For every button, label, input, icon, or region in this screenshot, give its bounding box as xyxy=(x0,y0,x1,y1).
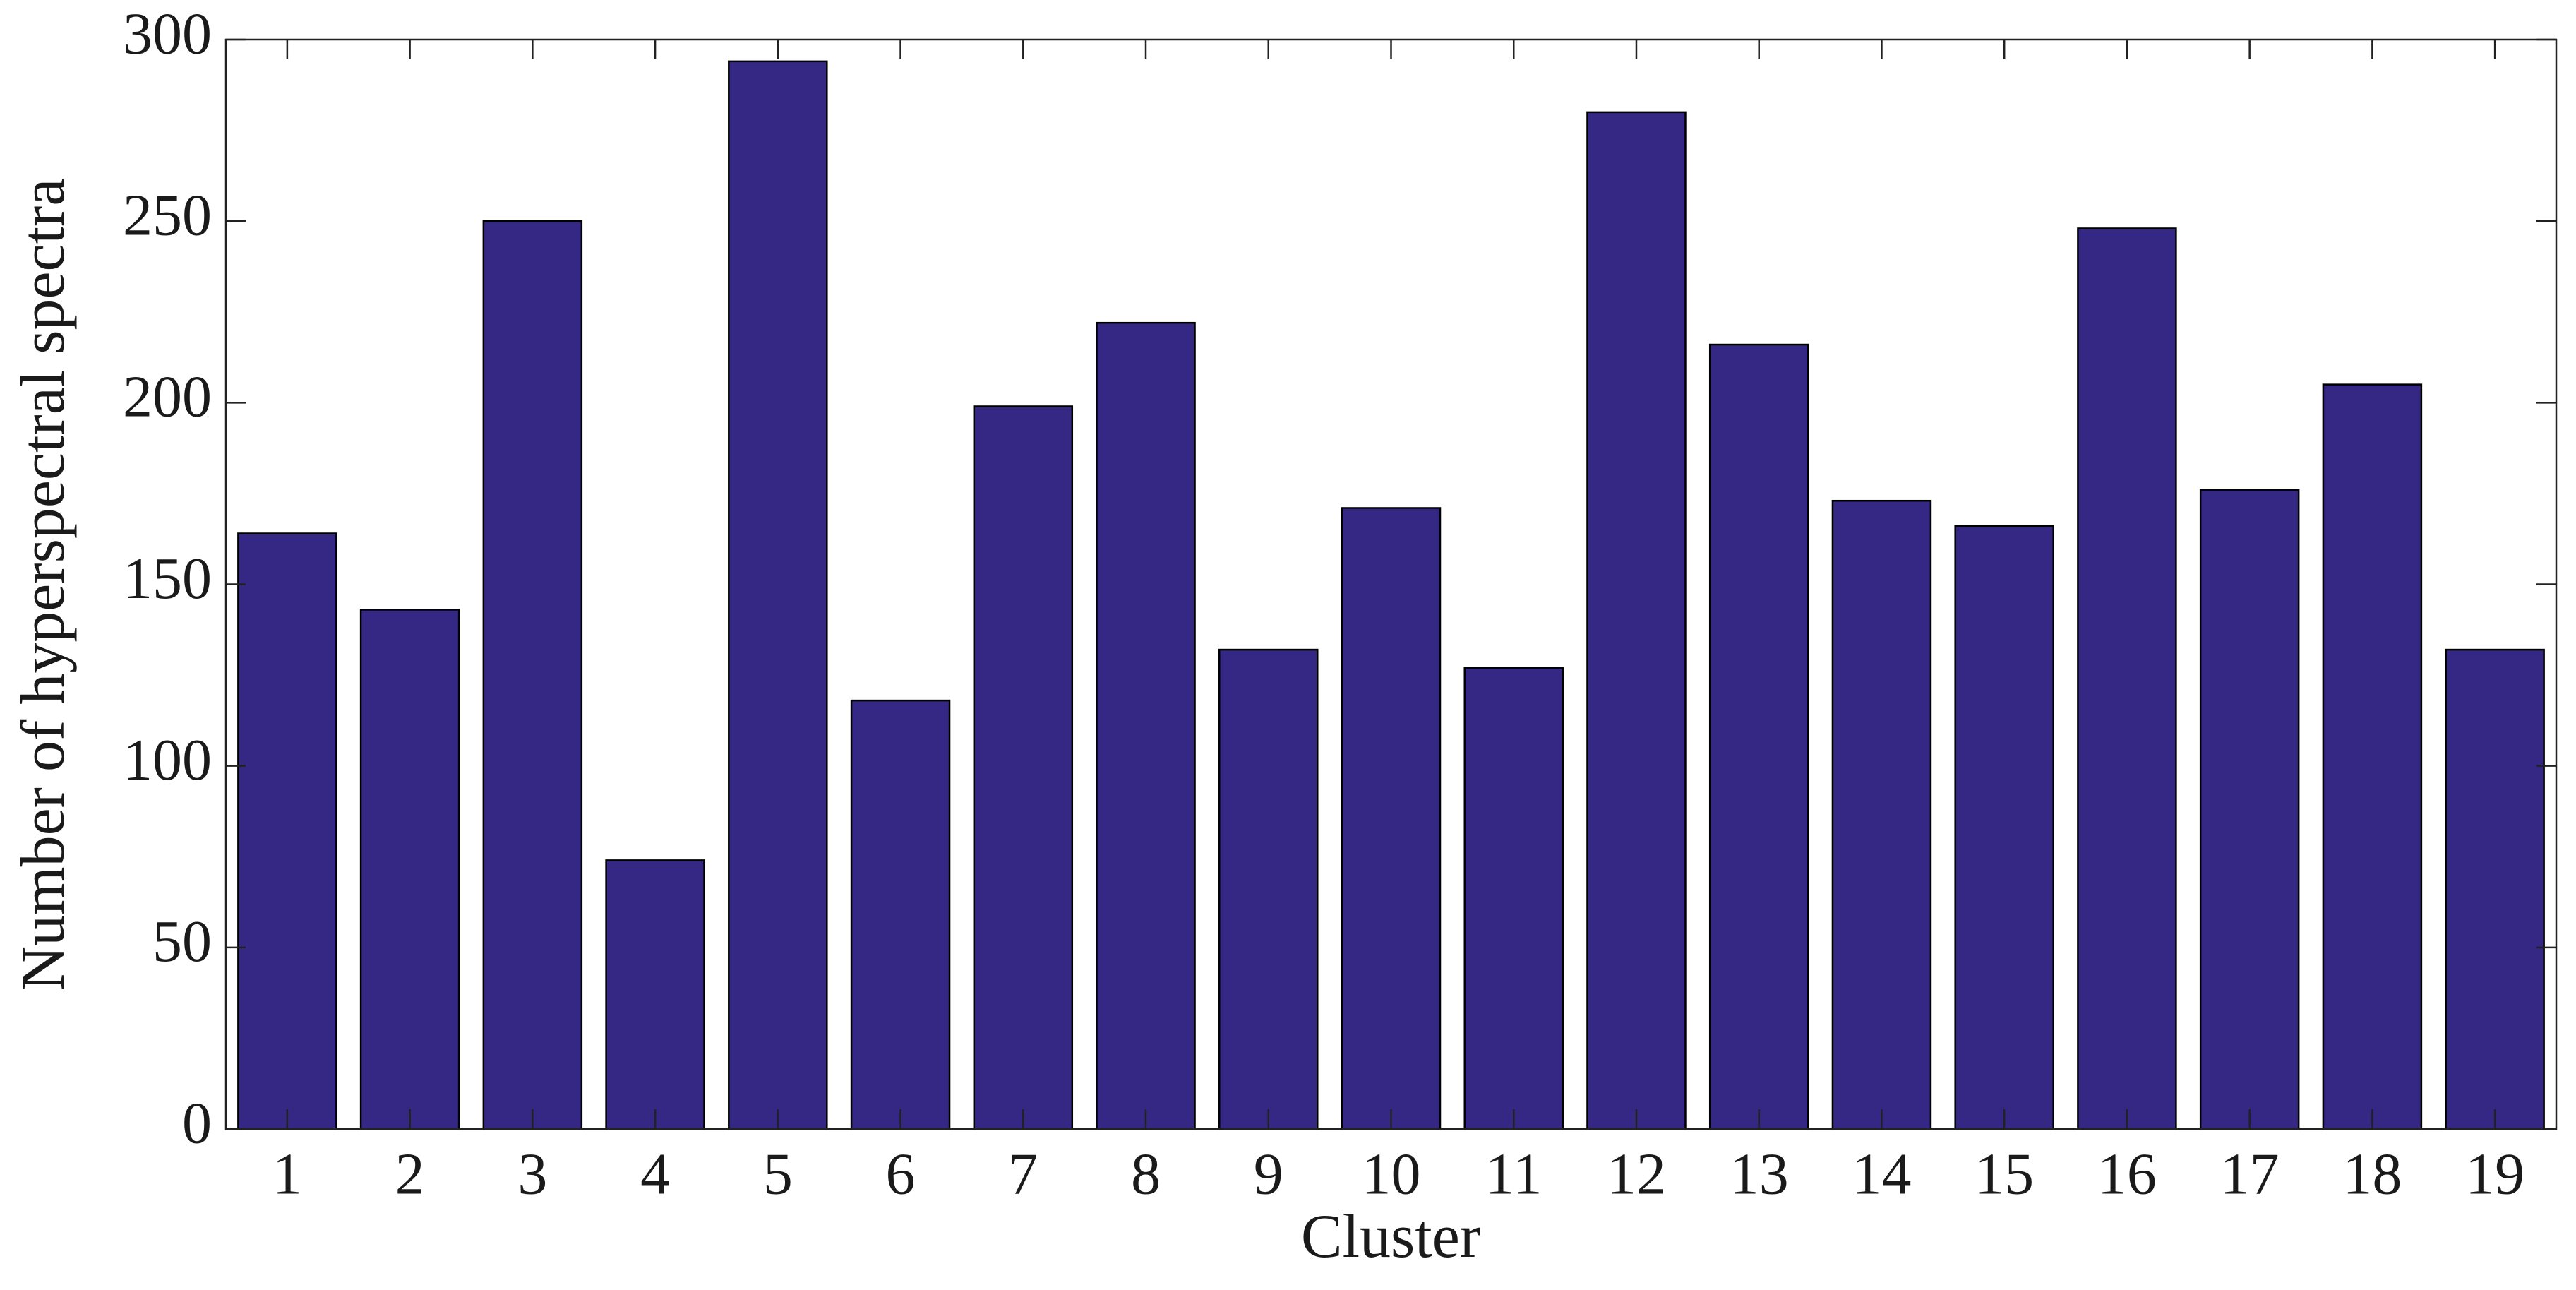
bar xyxy=(237,532,337,1130)
y-axis-title: Number of hyperspectral spectra xyxy=(9,179,78,991)
bar xyxy=(2322,383,2423,1130)
plot-frame xyxy=(224,38,2558,1130)
x-axis-title: Cluster xyxy=(1301,1202,1480,1271)
bar xyxy=(359,609,460,1130)
x-tick-label: 15 xyxy=(1975,1141,2034,1207)
y-tick-label: 50 xyxy=(152,909,212,974)
x-tick-label: 8 xyxy=(1131,1141,1161,1207)
bar xyxy=(1341,507,1442,1130)
bar xyxy=(973,405,1074,1130)
bar xyxy=(1831,499,1932,1130)
x-tick-label: 4 xyxy=(640,1141,670,1207)
y-tick-label: 0 xyxy=(182,1090,212,1156)
bar xyxy=(1218,648,1319,1130)
x-tick-label: 13 xyxy=(1730,1141,1789,1207)
bar xyxy=(1463,667,1564,1130)
bar xyxy=(2199,489,2300,1130)
x-tick-label: 5 xyxy=(763,1141,793,1207)
y-tick-label: 200 xyxy=(123,364,212,430)
x-tick-label: 2 xyxy=(395,1141,425,1207)
x-tick-label: 19 xyxy=(2465,1141,2524,1207)
bar xyxy=(728,60,828,1130)
x-tick-label: 14 xyxy=(1852,1141,1911,1207)
x-tick-label: 18 xyxy=(2342,1141,2402,1207)
x-tick-label: 10 xyxy=(1362,1141,1421,1207)
x-tick-label: 3 xyxy=(517,1141,547,1207)
x-tick-label: 17 xyxy=(2220,1141,2280,1207)
bar xyxy=(1096,321,1196,1130)
x-tick-label: 6 xyxy=(886,1141,916,1207)
bar xyxy=(2077,227,2177,1130)
x-tick-label: 12 xyxy=(1607,1141,1666,1207)
x-tick-label: 11 xyxy=(1485,1141,1542,1207)
bar xyxy=(850,699,951,1130)
bar xyxy=(1708,343,1809,1130)
bar xyxy=(482,220,583,1130)
y-tick-label: 300 xyxy=(123,1,212,66)
bar xyxy=(1586,111,1687,1130)
y-tick-label: 150 xyxy=(123,546,212,611)
x-tick-label: 7 xyxy=(1008,1141,1038,1207)
x-tick-label: 16 xyxy=(2097,1141,2157,1207)
y-tick-label: 100 xyxy=(123,727,212,793)
x-tick-label: 1 xyxy=(272,1141,302,1207)
bar xyxy=(605,859,705,1130)
x-tick-label: 9 xyxy=(1254,1141,1283,1207)
y-tick-label: 250 xyxy=(123,182,212,248)
bar xyxy=(2445,648,2545,1130)
bar xyxy=(1954,525,2054,1130)
